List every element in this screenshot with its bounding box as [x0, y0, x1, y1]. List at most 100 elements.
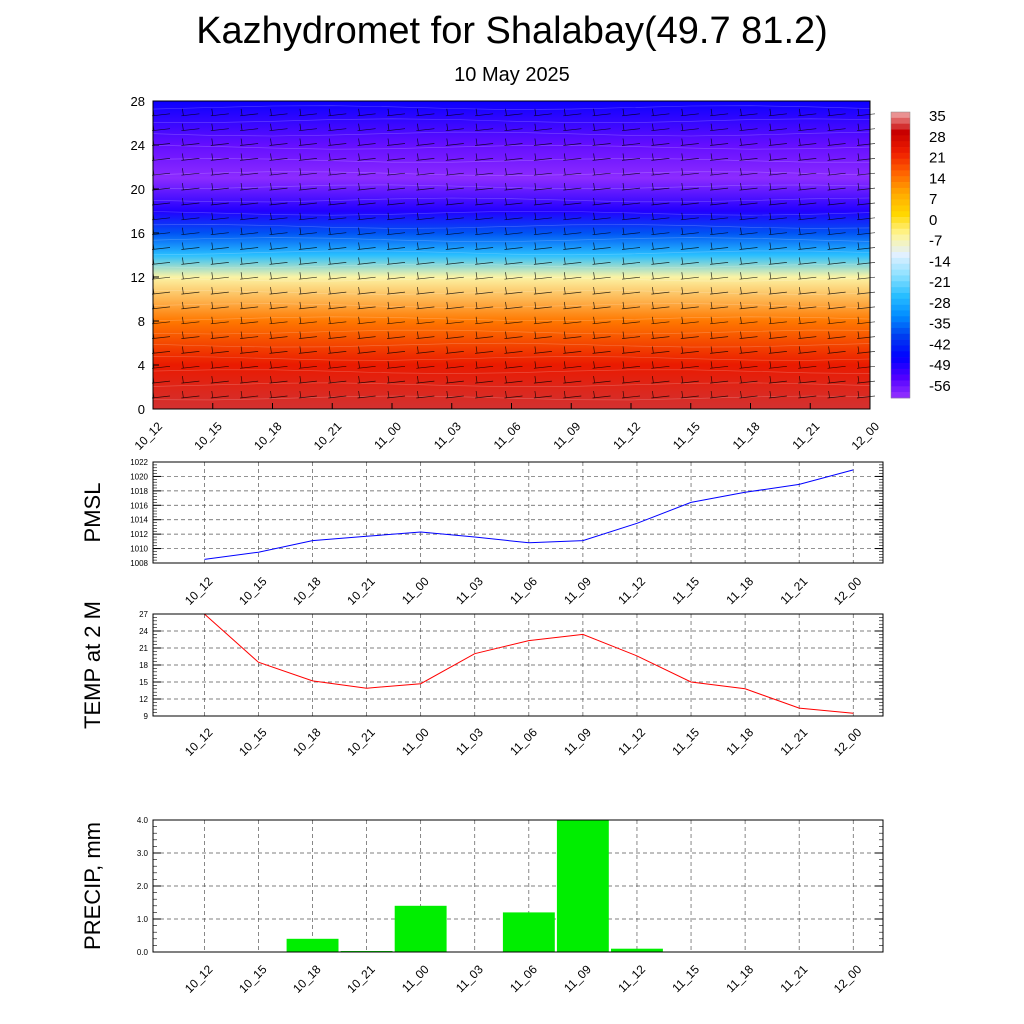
wind-barb	[680, 227, 699, 236]
colorbar-label: -56	[929, 378, 951, 395]
wind-barb	[856, 138, 876, 146]
x-tick-label: 10_12	[182, 574, 216, 608]
wind-barb	[269, 287, 288, 295]
colorbar-segment	[891, 298, 910, 305]
x-tick-label: 11_18	[723, 725, 756, 758]
wind-barb	[533, 212, 552, 221]
contour-line	[153, 118, 871, 123]
wind-barb	[710, 108, 729, 117]
wind-barb	[416, 272, 435, 280]
wind-barb	[357, 108, 376, 117]
colorbar-segment	[891, 246, 910, 253]
precip-bar	[611, 948, 663, 952]
colorbar-segment	[891, 339, 910, 346]
wind-barb	[798, 242, 817, 250]
wind-barb	[856, 183, 876, 191]
wind-barb	[798, 227, 817, 236]
wind-barb	[592, 108, 611, 117]
wind-barb	[739, 361, 758, 369]
wind-barb	[210, 331, 229, 339]
wind-barb	[768, 123, 787, 132]
wind-barb	[386, 168, 406, 176]
wind-barb	[856, 316, 876, 325]
wind-barb	[269, 212, 288, 221]
wind-barb	[710, 257, 729, 265]
contour-line	[153, 290, 871, 295]
wind-barb	[621, 301, 641, 310]
wind-barb	[768, 331, 787, 339]
wind-barb	[504, 108, 523, 117]
wind-barb	[181, 390, 200, 399]
colorbar-segment	[891, 170, 910, 177]
colorbar-segment	[891, 333, 910, 340]
wind-barb	[298, 287, 317, 295]
contour-line	[152, 303, 871, 308]
wind-barb	[739, 138, 758, 146]
contour-line	[152, 263, 871, 269]
wind-barb	[181, 272, 200, 280]
wind-barb	[621, 331, 641, 339]
wind-barb	[592, 123, 611, 132]
wind-barb	[475, 361, 494, 369]
wind-barb	[269, 316, 288, 325]
wind-barb	[328, 168, 347, 176]
wind-barb	[445, 257, 464, 265]
wind-barb	[533, 272, 552, 280]
contour-line	[152, 316, 871, 322]
x-tick-label: 10_15	[191, 419, 225, 453]
x-tick-label: 11_09	[561, 574, 594, 607]
wind-barb	[328, 123, 347, 132]
wind-barb	[328, 331, 347, 339]
wind-barb	[710, 361, 729, 369]
wind-barb	[798, 361, 817, 369]
wind-barb	[651, 331, 670, 339]
wind-barb	[739, 197, 758, 206]
wind-barb	[240, 316, 259, 325]
colorbar-label: -42	[929, 336, 951, 353]
wind-barb	[739, 183, 758, 191]
wind-barb	[563, 287, 582, 295]
wind-barb	[563, 272, 582, 280]
wind-barb	[269, 197, 288, 206]
wind-barb	[827, 242, 846, 250]
wind-barb	[298, 227, 317, 236]
wind-barb	[269, 272, 288, 280]
colorbar-segment	[891, 222, 910, 230]
wind-barb	[210, 138, 229, 146]
wind-barb	[710, 227, 729, 236]
wind-barb	[592, 287, 611, 295]
wind-barb	[592, 242, 611, 250]
wind-barb	[533, 183, 552, 191]
wind-barb	[710, 212, 729, 221]
colorbar-segment	[891, 269, 910, 276]
wind-barb	[533, 123, 552, 132]
wind-barb	[710, 168, 729, 176]
wind-barb	[739, 212, 758, 221]
wind-barb	[710, 138, 729, 146]
y-tick-label: 1018	[130, 487, 148, 496]
wind-barb	[298, 390, 317, 399]
wind-barb	[210, 108, 229, 117]
wind-barb	[739, 242, 758, 250]
wind-barb	[651, 138, 670, 146]
wind-barb	[386, 183, 406, 191]
wind-barb	[710, 376, 729, 384]
wind-barb	[386, 242, 406, 250]
wind-barb	[739, 168, 758, 176]
wind-barb	[592, 346, 611, 354]
wind-barb	[240, 108, 259, 117]
wind-barb	[680, 153, 699, 161]
wind-barb	[504, 227, 523, 236]
colorbar-label: 0	[929, 212, 937, 229]
wind-barb	[533, 346, 552, 354]
wind-barb	[504, 346, 523, 354]
wind-barb	[798, 346, 817, 354]
wind-barb	[386, 346, 406, 354]
wind-barb	[181, 138, 200, 146]
wind-barb	[798, 197, 817, 206]
wind-barb	[563, 168, 582, 176]
wind-barb	[240, 287, 259, 295]
colorbar-segment	[891, 322, 910, 329]
wind-barb	[651, 361, 670, 369]
wind-barb	[386, 376, 406, 384]
